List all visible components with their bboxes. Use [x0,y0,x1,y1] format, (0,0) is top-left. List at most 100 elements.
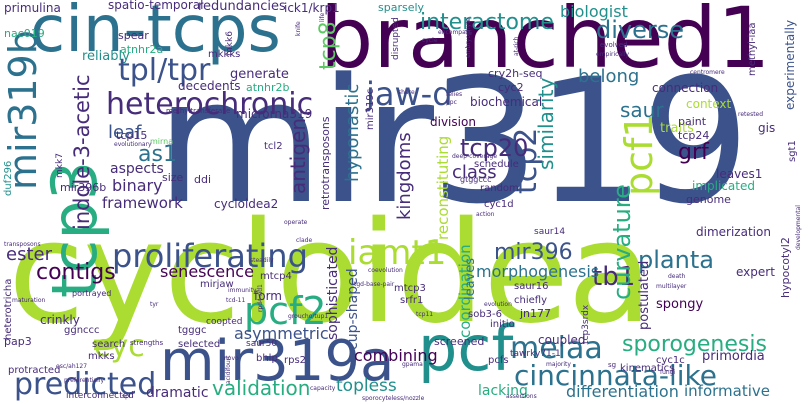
word-tyr: tyr [150,301,159,308]
word-protracted: protracted [8,365,61,376]
word-contigs: contigs [36,260,116,285]
word-tcp15: tcp15 [116,129,148,142]
word-embryophyte: embryophyte [465,17,472,58]
word-sophisticated: sophisticated [325,246,341,340]
word-maturation: maturation [12,297,46,304]
word-diverse: diverse [596,16,685,44]
word-heterochronic: heterochronic [106,87,314,122]
word-topless: topless [336,376,397,396]
word-dramatic: dramatic [146,385,209,401]
word-srfr1: srfr1 [400,295,424,306]
word-traits: traits [660,121,694,136]
word-cycloidea: cycloidea [8,192,653,355]
word-biologist: biologist [560,2,628,21]
word-antigen: antigen [286,117,310,194]
word-fungi: fungi [660,369,676,376]
word-binary: binary [112,176,163,195]
word-acidifourt: acidifourt [225,355,232,384]
word-encompass: encompass [438,29,473,36]
word-tcp8: tcp8 [316,21,341,70]
word-centromere: centromere [690,69,725,76]
word-pap3: pap3 [4,335,32,348]
word-cyc1d: cyc1d [484,199,514,210]
word-aspects: aspects [110,161,164,177]
word-mir319: mir319 [156,41,750,242]
word-gpama: gpama [402,361,423,368]
word-crinkly: crinkly [40,313,80,327]
word-generate: generate [230,67,289,82]
word-cycloidea2: cycloidea2 [214,197,279,211]
word-sg: sg [608,361,617,369]
word-deep-coverage: deep-coverage [452,153,498,160]
word-hyponastic: hyponastic [342,83,363,182]
word-curvature: curvature [608,184,636,300]
word-steadily: steadily [250,257,274,264]
word-planta: planta [638,246,714,274]
word-evolutionary: evolutionary [114,141,152,148]
word-heterotricha: heterotricha [3,278,14,340]
word-methyltransferase: methyltransferase [166,107,231,115]
word-atnhr2b: atnhr2b [246,81,290,94]
word-paint: paint [678,115,707,128]
word-postulated: postulated [637,260,652,330]
word-chiefly: chiefly [514,295,547,306]
word-genome: genome [686,193,731,206]
word-nac019: nac019 [4,27,45,40]
word-portrayed: portrayed [72,289,112,298]
word-iamt1: iamt1 [348,233,447,273]
word-tb1: tb1 [592,262,636,292]
word-mir396: mir396 [494,240,573,265]
word-tpl-tpr: tpl/tpr [118,53,211,88]
word-microrna319: microrna319 [236,107,313,121]
word-reliably: reliably [82,49,130,64]
word-mirna: mirna [150,137,174,146]
word-evolution: evolution [484,301,512,308]
word-pcfs: pcfs [488,355,509,366]
word-screened: screened [434,335,485,348]
word-death: death [668,273,686,280]
word-predicted: predicted [14,367,157,402]
word-tcp3srdx: tcp3srdx [581,304,591,344]
word-sob3-6: sob3-6 [468,309,503,320]
word-kinematics: kinematics [620,363,675,374]
word-share: share [398,89,415,96]
word-cin-tcps: cin-tcps [30,0,281,67]
word-tgggc: tgggc [178,325,207,336]
word-sparsely: sparsely [378,1,425,14]
word-mir396b: mir396b [60,181,107,194]
word-cry2h-seq: cry2h-seq [488,67,543,80]
word-differentiation: differentiation [566,382,679,401]
word-division: division [430,115,476,129]
word-at-rich: at-rich [513,36,520,56]
word-framework: framework [102,194,183,212]
word-tgd-base-pair: tgd-base-pair [354,281,395,288]
word-interconnected: interconnected [66,391,134,401]
word-spl: spl [122,393,131,400]
word-primulina: primulina [4,1,61,15]
word-schedule: schedule [474,159,519,170]
word-similarity: similarity [534,77,558,170]
word-rpd4-rid1: rpd4-rid1 [257,284,264,312]
word-class: class [452,162,497,183]
word-senescence: senescence [160,262,254,281]
word-proliferating: proliferating [112,237,308,275]
word-cycle: cycle [422,37,438,44]
word-reconstituting: reconstituting [434,135,452,240]
word-bhlp: bhlp [256,353,278,364]
word-leaves1: leaves1 [716,167,763,181]
word-lacking: lacking [478,383,528,399]
word-coevolution: coevolution [368,267,403,274]
word-mirjaw: mirjaw [200,279,234,290]
word-leaf: leaf [108,122,142,143]
word-life: life [319,12,326,22]
word-empirically: empirically [596,51,630,58]
word-groucho-tup1: groucho/tup1 [288,313,329,320]
word-tcp20: tcp20 [460,134,529,162]
word-cyc: cyc [94,329,145,364]
word-saur50: saur50 [246,339,278,349]
word-belong: belong [578,66,640,87]
word-tcd-11: tcd-11 [226,297,246,304]
word-experimentally: experimentally [783,19,797,110]
word-retrotransposons: retrotransposons [319,116,332,210]
word-preferentially: preferentially [64,377,105,384]
